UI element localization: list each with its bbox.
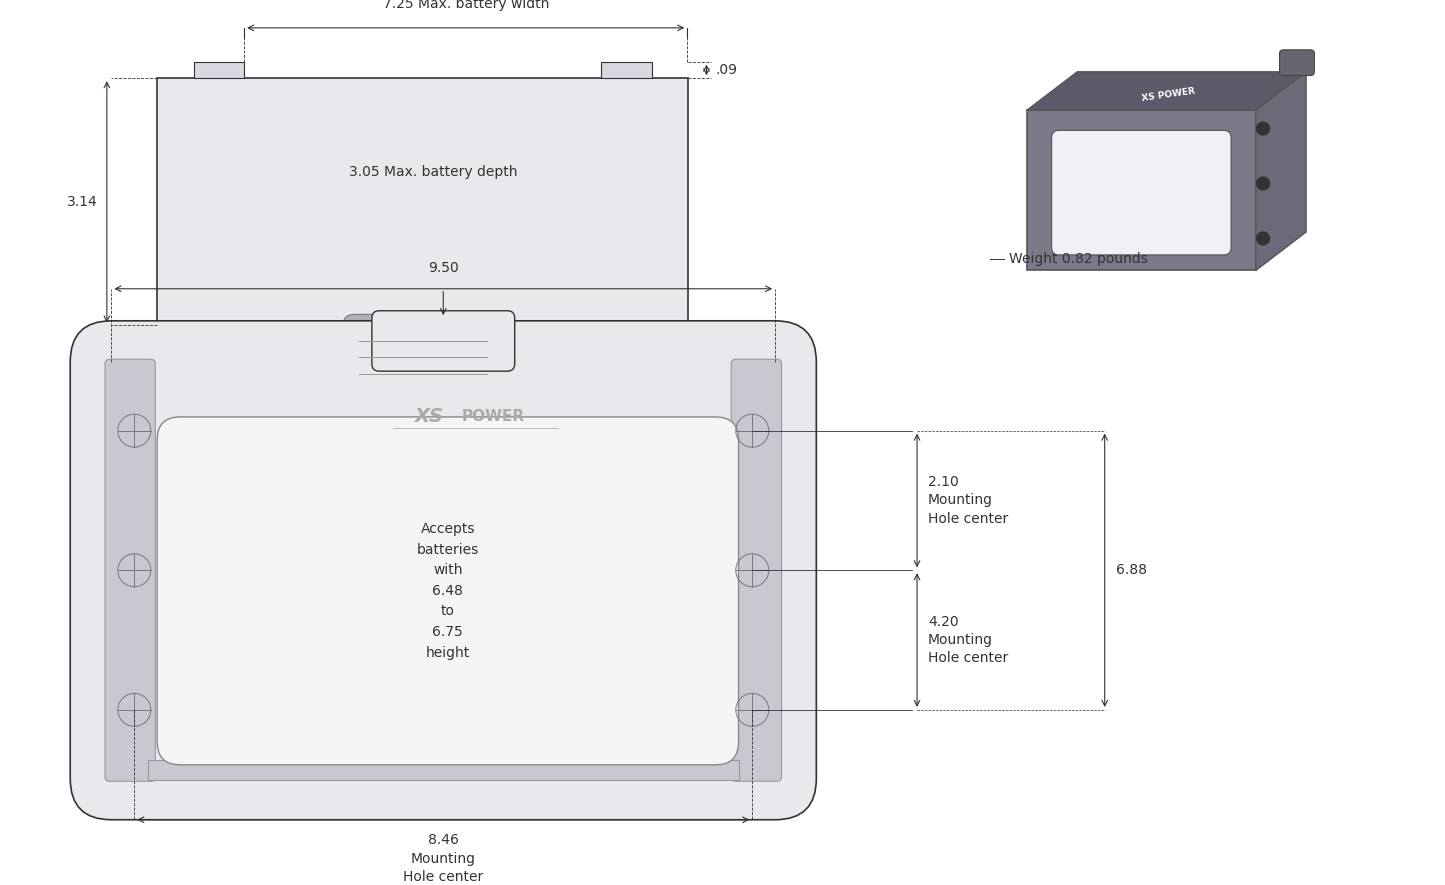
FancyBboxPatch shape	[371, 311, 514, 371]
Text: 7.25 Max. battery width: 7.25 Max. battery width	[383, 0, 549, 12]
Polygon shape	[1027, 111, 1256, 271]
Bar	[147, 760, 738, 781]
FancyBboxPatch shape	[731, 359, 782, 781]
FancyBboxPatch shape	[1280, 50, 1315, 75]
FancyBboxPatch shape	[105, 359, 156, 781]
Text: 4.20
Mounting
Hole center: 4.20 Mounting Hole center	[928, 615, 1009, 666]
Text: Weight 0.82 pounds: Weight 0.82 pounds	[1009, 252, 1147, 266]
Text: 2.10
Mounting
Hole center: 2.10 Mounting Hole center	[928, 475, 1009, 526]
Text: 3.05 Max. battery depth: 3.05 Max. battery depth	[350, 165, 517, 179]
Bar	[194, 62, 244, 78]
FancyBboxPatch shape	[1052, 130, 1231, 255]
Circle shape	[1257, 177, 1270, 190]
Polygon shape	[1256, 72, 1306, 271]
Text: 9.50: 9.50	[428, 261, 458, 275]
Circle shape	[1257, 122, 1270, 135]
FancyBboxPatch shape	[71, 320, 816, 820]
Text: 8.46
Mounting
Hole center: 8.46 Mounting Hole center	[403, 834, 484, 884]
Text: POWER: POWER	[462, 410, 525, 425]
Text: 6.88: 6.88	[1116, 563, 1147, 577]
Text: 3.14: 3.14	[66, 195, 98, 209]
Text: Accepts
batteries
with
6.48
to
6.75
height: Accepts batteries with 6.48 to 6.75 heig…	[416, 522, 478, 659]
Text: XS POWER: XS POWER	[1142, 87, 1196, 103]
Text: .09: .09	[715, 63, 737, 77]
FancyBboxPatch shape	[342, 314, 503, 396]
FancyBboxPatch shape	[158, 78, 688, 326]
Polygon shape	[1027, 72, 1306, 111]
Circle shape	[1257, 232, 1270, 245]
Text: XS: XS	[415, 407, 444, 427]
FancyBboxPatch shape	[158, 417, 738, 765]
Bar	[601, 62, 652, 78]
